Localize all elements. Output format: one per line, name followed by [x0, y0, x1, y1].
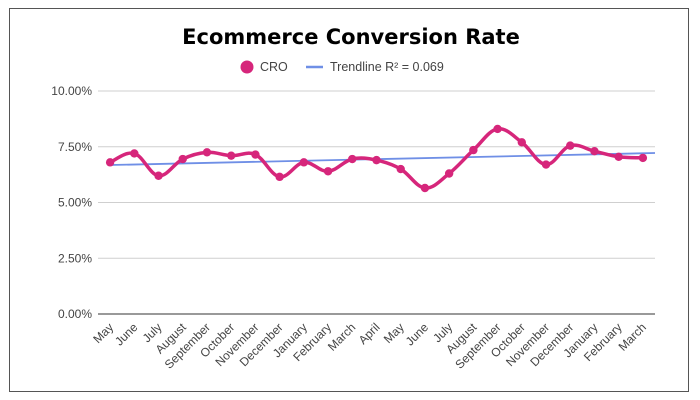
cro-data-point [590, 147, 599, 156]
cro-data-point [444, 169, 454, 178]
cro-data-point [638, 153, 648, 163]
cro-data-point [323, 167, 333, 176]
cro-data-point [130, 149, 139, 158]
y-tick-label: 0.00% [58, 307, 92, 321]
x-tick-label: March [616, 320, 649, 353]
legend-cro-label: CRO [260, 60, 288, 74]
cro-data-point [299, 158, 309, 167]
y-axis-ticks: 0.00% 2.50% 5.00% 7.50% 10.00% [51, 84, 92, 321]
legend: CRO Trendline R² = 0.069 [240, 60, 444, 74]
cro-data-point [566, 141, 575, 150]
y-tick-label: 2.50% [58, 251, 92, 265]
cro-data-point [469, 145, 478, 155]
cro-data-point [178, 154, 187, 164]
x-tick-label: June [403, 320, 432, 349]
gridlines [98, 90, 655, 315]
cro-data-point [372, 155, 381, 165]
y-tick-label: 5.00% [58, 196, 92, 210]
cro-data-point [420, 183, 430, 193]
cro-data-point [348, 154, 357, 164]
y-tick-label: 7.50% [58, 140, 92, 154]
cro-data-point [493, 124, 502, 134]
cro-data-point [202, 148, 212, 157]
cro-data-point [275, 172, 284, 182]
cro-data-point [251, 150, 260, 159]
y-tick-label: 10.00% [51, 84, 92, 98]
chart-frame: Ecommerce Conversion Rate CRO Trendline … [9, 8, 689, 392]
cro-data-point [105, 158, 115, 167]
cro-data-point [541, 160, 551, 169]
cro-data-point [517, 138, 527, 147]
cro-data-point [396, 164, 405, 174]
chart-title: Ecommerce Conversion Rate [182, 25, 520, 49]
cro-series [105, 124, 648, 193]
x-tick-label: March [325, 320, 358, 353]
x-tick-label: June [112, 320, 141, 349]
cro-data-point [226, 151, 236, 160]
trendline [110, 152, 656, 166]
cro-data-point [614, 152, 623, 161]
x-tick-label: May [90, 320, 116, 346]
trendline-line [110, 152, 656, 166]
line-chart: Ecommerce Conversion Rate CRO Trendline … [51, 25, 656, 372]
legend-trendline-label: Trendline R² = 0.069 [330, 60, 444, 74]
legend-cro-marker [240, 60, 254, 74]
cro-data-point [154, 171, 163, 180]
x-tick-label: April [356, 320, 383, 347]
x-tick-label: May [381, 320, 407, 346]
